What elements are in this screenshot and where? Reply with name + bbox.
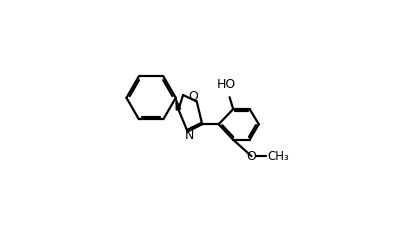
Text: O: O <box>188 90 198 103</box>
Text: CH₃: CH₃ <box>267 150 289 163</box>
Text: HO: HO <box>217 77 236 91</box>
Text: O: O <box>247 150 256 163</box>
Polygon shape <box>176 98 181 110</box>
Text: N: N <box>185 129 194 142</box>
